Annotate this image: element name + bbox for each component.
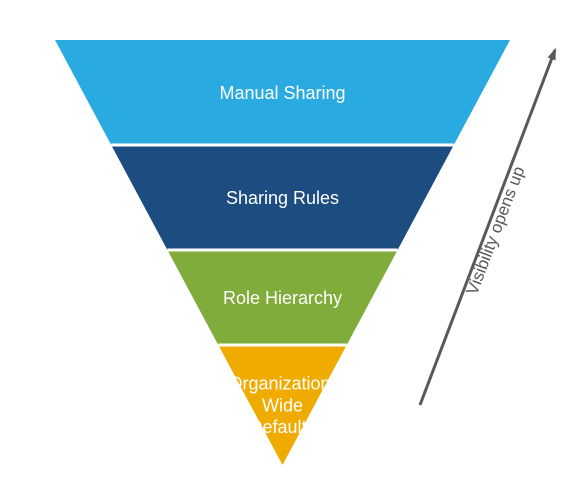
slice-label-1: Sharing Rules <box>226 188 339 208</box>
slice-label-0: Manual Sharing <box>219 83 345 103</box>
slice-label-3: Organization-WideDefaults <box>228 374 336 437</box>
inverted-triangle: Manual Sharing Sharing Rules Role Hierarch… <box>55 40 510 465</box>
arrow-label: Visibility opens up <box>462 164 528 298</box>
slice-label-2: Role Hierarchy <box>223 288 342 308</box>
